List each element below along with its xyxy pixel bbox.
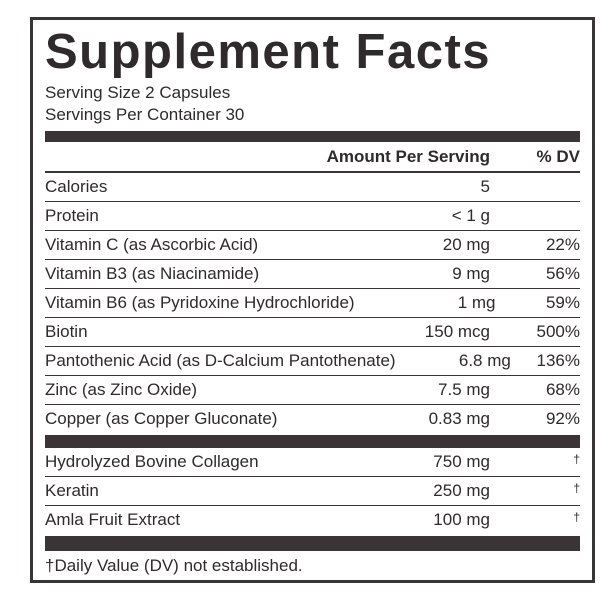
daily-value: 22% <box>545 235 580 254</box>
amount: 6.8 mg <box>458 351 511 370</box>
dv-header: % DV <box>536 146 580 166</box>
amount: 250 mg <box>433 481 490 500</box>
column-header: Amount Per Serving % DV <box>45 142 580 173</box>
footnote: †Daily Value (DV) not established. <box>45 556 303 575</box>
amount: 20 mg <box>442 235 490 254</box>
daily-value: † <box>573 510 580 524</box>
daily-value: 68% <box>545 380 580 399</box>
amount-header: Amount Per Serving <box>326 146 490 166</box>
amount: 5 <box>480 177 490 196</box>
servings-per-container: Servings Per Container 30 <box>45 105 245 124</box>
title: Supplement Facts <box>45 25 492 79</box>
amount: 7.5 mg <box>438 380 490 399</box>
nutrient-row: Vitamin C (as Ascorbic Acid) 20 mg 22% <box>45 231 580 260</box>
nutrient-table: Calories 5 Protein < 1 g Vitamin C (as Ascor… <box>45 173 580 551</box>
amount: < 1 g <box>451 206 490 225</box>
nutrient-name: Calories <box>45 177 108 196</box>
amount: 100 mg <box>433 510 490 529</box>
nutrient-name: Vitamin B3 (as Niacinamide) <box>45 264 260 283</box>
nutrient-name: Vitamin C (as Ascorbic Acid) <box>45 235 259 254</box>
supplement-facts-panel: Supplement Facts Serving Size 2 Capsules… <box>30 17 595 583</box>
divider-bar <box>45 536 580 551</box>
nutrient-name: Biotin <box>45 322 88 341</box>
nutrient-row: Protein < 1 g <box>45 202 580 231</box>
nutrient-name: Zinc (as Zinc Oxide) <box>45 380 198 399</box>
nutrient-name: Amla Fruit Extract <box>45 510 181 529</box>
serving-size: Serving Size 2 Capsules <box>45 83 231 102</box>
daily-value: † <box>573 481 580 495</box>
nutrient-name: Vitamin B6 (as Pyridoxine Hydrochloride) <box>45 293 355 312</box>
nutrient-name: Pantothenic Acid (as D-Calcium Pantothen… <box>45 351 396 370</box>
divider-bar <box>45 435 580 448</box>
nutrient-row: Keratin 250 mg † <box>45 477 580 506</box>
nutrient-name: Hydrolyzed Bovine Collagen <box>45 452 259 471</box>
daily-value: 500% <box>536 322 580 341</box>
nutrient-row: Hydrolyzed Bovine Collagen 750 mg † <box>45 448 580 477</box>
nutrient-row: Amla Fruit Extract 100 mg † <box>45 506 580 534</box>
nutrient-row: Biotin 150 mcg 500% <box>45 318 580 347</box>
amount: 750 mg <box>433 452 490 471</box>
nutrient-row: Zinc (as Zinc Oxide) 7.5 mg 68% <box>45 376 580 405</box>
nutrient-name: Protein <box>45 206 99 225</box>
nutrient-row: Vitamin B6 (as Pyridoxine Hydrochloride)… <box>45 289 580 318</box>
amount: 1 mg <box>457 293 496 312</box>
daily-value: 56% <box>545 264 580 283</box>
daily-value: 92% <box>545 409 580 428</box>
nutrient-row: Calories 5 <box>45 173 580 202</box>
daily-value: 59% <box>545 293 580 312</box>
divider-bar <box>45 131 580 142</box>
nutrient-row: Copper (as Copper Gluconate) 0.83 mg 92% <box>45 405 580 433</box>
daily-value: † <box>573 452 580 466</box>
amount: 9 mg <box>452 264 490 283</box>
daily-value: 136% <box>536 351 580 370</box>
nutrient-name: Copper (as Copper Gluconate) <box>45 409 278 428</box>
nutrient-name: Keratin <box>45 481 99 500</box>
amount: 0.83 mg <box>428 409 490 428</box>
amount: 150 mcg <box>424 322 490 341</box>
nutrient-row: Pantothenic Acid (as D-Calcium Pantothen… <box>45 347 580 376</box>
nutrient-row: Vitamin B3 (as Niacinamide) 9 mg 56% <box>45 260 580 289</box>
